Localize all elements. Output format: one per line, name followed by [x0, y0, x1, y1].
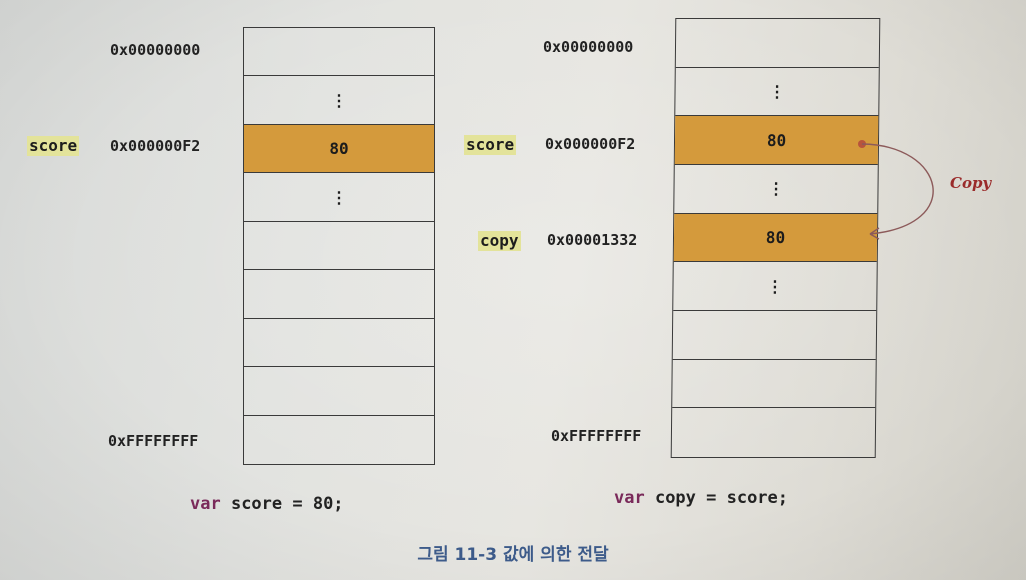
memory-cell-ellipsis: ⋮ — [244, 173, 434, 222]
left-address-bottom: 0xFFFFFFFF — [108, 432, 199, 450]
right-code-statement: copy = score; — [644, 488, 789, 508]
right-variable-copy: copy — [478, 231, 521, 251]
copy-arrow-label: Copy — [950, 174, 992, 192]
left-address-score: 0x000000F2 — [110, 137, 201, 155]
memory-cell — [672, 359, 876, 409]
copy-arrow-head — [869, 227, 880, 240]
left-memory-block: ⋮ 80 ⋮ — [243, 27, 435, 465]
memory-cell — [244, 270, 434, 319]
copy-arrow — [858, 140, 934, 240]
memory-cell-ellipsis: ⋮ — [675, 67, 879, 117]
figure-caption: 그림 11-3 값에 의한 전달 — [417, 545, 609, 565]
memory-cell-value: 80 — [244, 124, 434, 174]
right-memory-block: ⋮ 80 ⋮ 80 ⋮ — [670, 18, 881, 458]
memory-cell — [244, 416, 434, 464]
right-code: var copy = score; — [614, 488, 788, 508]
right-address-bottom: 0xFFFFFFFF — [551, 427, 642, 445]
memory-cell — [672, 408, 876, 457]
left-code-statement: score = 80; — [220, 494, 344, 514]
memory-cell-value: 80 — [673, 213, 878, 263]
memory-cell — [672, 310, 877, 360]
right-variable-score: score — [464, 135, 517, 155]
memory-cell — [244, 319, 434, 368]
right-address-top: 0x00000000 — [543, 38, 634, 56]
left-address-top: 0x00000000 — [110, 41, 201, 59]
memory-cell-ellipsis: ⋮ — [673, 262, 877, 311]
memory-cell — [244, 367, 434, 416]
memory-cell — [675, 19, 880, 68]
right-code-keyword: var — [614, 488, 645, 508]
left-variable-score: score — [27, 136, 80, 156]
right-address-score: 0x000000F2 — [545, 135, 636, 153]
memory-cell-value: 80 — [674, 116, 879, 165]
left-code: var score = 80; — [190, 494, 344, 514]
right-address-copy: 0x00001332 — [547, 231, 638, 249]
memory-cell — [244, 28, 434, 77]
memory-cell — [244, 222, 434, 271]
left-code-keyword: var — [190, 494, 221, 514]
memory-cell-ellipsis: ⋮ — [674, 164, 878, 214]
copy-arrow-curve — [861, 143, 934, 235]
memory-cell-ellipsis: ⋮ — [244, 76, 434, 125]
